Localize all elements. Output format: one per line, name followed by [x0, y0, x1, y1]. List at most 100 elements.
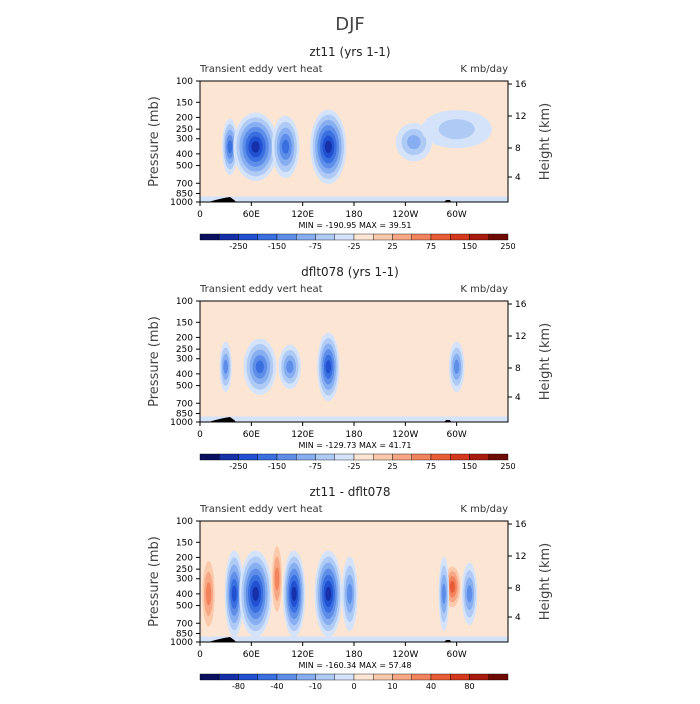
- colorbar-swatch: [238, 673, 258, 681]
- x-tick-label: 60E: [243, 430, 260, 440]
- colorbar-swatch: [488, 673, 509, 681]
- colorbar-label: -80: [232, 682, 245, 691]
- colorbar-swatch: [219, 233, 239, 241]
- colorbar-swatch: [276, 453, 297, 461]
- colorbar-swatch: [296, 453, 316, 461]
- colorbar-label: -250: [229, 462, 247, 471]
- colorbar-swatch: [430, 233, 451, 241]
- colorbar-label: -150: [268, 462, 286, 471]
- y-right-tick-label: 4: [515, 393, 521, 403]
- panel-1: zt11 (yrs 1-1) Transient eddy vert heat K …: [147, 45, 553, 251]
- colorbar-label: 40: [426, 682, 436, 691]
- colorbar-swatch: [315, 233, 335, 241]
- contour-cell: [281, 139, 290, 154]
- y-right-tick-label: 8: [515, 144, 521, 154]
- colorbar-swatch: [296, 673, 316, 681]
- x-tick-label: 180: [345, 210, 362, 220]
- contour-cell: [291, 586, 297, 601]
- y-tick-label: 400: [176, 150, 193, 160]
- y-tick-label: 700: [176, 399, 193, 409]
- colorbar-label: 150: [462, 242, 477, 251]
- subtitle-left: Transient eddy vert heat: [199, 504, 323, 515]
- colorbar-swatch: [238, 233, 258, 241]
- y-tick-label: 100: [176, 77, 193, 87]
- y-tick-label: 100: [176, 517, 193, 527]
- contour-cell: [438, 119, 475, 140]
- y-axis-label: Pressure (mb): [147, 316, 162, 407]
- y-axis-label: Pressure (mb): [147, 536, 162, 627]
- y-tick-label: 500: [176, 602, 193, 612]
- colorbar-swatch: [392, 453, 412, 461]
- surface-band: [200, 636, 508, 642]
- contour-cell: [227, 140, 233, 154]
- x-tick-label: 180: [345, 650, 362, 660]
- colorbar-label: -40: [270, 682, 283, 691]
- y-tick-label: 150: [176, 98, 193, 108]
- y-right-tick-label: 4: [515, 173, 521, 183]
- contour-cell: [466, 585, 473, 603]
- x-tick-label: 120W: [392, 210, 418, 220]
- y-right-tick-label: 16: [515, 300, 527, 310]
- x-tick-label: 120E: [291, 210, 314, 220]
- y-tick-label: 1000: [170, 198, 193, 208]
- y-tick-label: 250: [176, 345, 193, 355]
- y-right-tick-label: 12: [515, 112, 526, 122]
- colorbar-swatch: [411, 673, 432, 681]
- y-tick-label: 300: [176, 135, 193, 145]
- colorbar-label: 75: [426, 462, 436, 471]
- colorbar-swatch: [373, 453, 393, 461]
- colorbar-swatch: [257, 673, 278, 681]
- colorbar-swatch: [430, 453, 451, 461]
- contour-cell: [325, 586, 332, 601]
- colorbar-swatch: [450, 453, 470, 461]
- colorbar-swatch: [334, 233, 355, 241]
- contour-cell: [449, 580, 456, 593]
- contour-cell: [441, 583, 446, 604]
- colorbar-label: 75: [426, 242, 436, 251]
- colorbar-swatch: [219, 673, 239, 681]
- colorbar-label: 25: [387, 462, 397, 471]
- colorbar-swatch: [469, 453, 489, 461]
- subtitle-left: Transient eddy vert heat: [199, 64, 323, 75]
- x-tick-label: 180: [345, 430, 362, 440]
- colorbar-swatch: [257, 233, 278, 241]
- colorbar-swatch: [488, 233, 509, 241]
- x-tick-label: 120E: [291, 650, 314, 660]
- x-tick-label: 0: [197, 650, 203, 660]
- colorbar-label: 25: [387, 242, 397, 251]
- panel-title: dflt078 (yrs 1-1): [301, 265, 399, 279]
- y-right-tick-label: 16: [515, 520, 527, 530]
- colorbar-swatch: [315, 673, 335, 681]
- y-axis-right-label: Height (km): [538, 543, 553, 620]
- y-right-tick-label: 16: [515, 80, 527, 90]
- colorbar-label: -75: [309, 242, 322, 251]
- y-axis-right-label: Height (km): [538, 103, 553, 180]
- topography-asia: [208, 637, 236, 642]
- colorbar-swatch: [430, 673, 451, 681]
- colorbar-label: 150: [462, 462, 477, 471]
- y-tick-label: 850: [176, 189, 193, 199]
- colorbar-label: -75: [309, 462, 322, 471]
- colorbar-swatch: [334, 453, 355, 461]
- contour-cell: [255, 360, 264, 374]
- colorbar-swatch: [353, 453, 374, 461]
- colorbar-swatch: [219, 453, 239, 461]
- contour-cell: [252, 586, 259, 601]
- colorbar-swatch: [411, 233, 432, 241]
- x-tick-label: 0: [197, 210, 203, 220]
- colorbar-label: -250: [229, 242, 247, 251]
- colorbar-swatch: [199, 233, 220, 241]
- colorbar-swatch: [469, 233, 489, 241]
- x-tick-label: 0: [197, 430, 203, 440]
- colorbar-swatch: [199, 453, 220, 461]
- contour-cell: [325, 360, 332, 374]
- y-right-tick-label: 12: [515, 552, 526, 562]
- y-tick-label: 850: [176, 629, 193, 639]
- panel-title: zt11 - dflt078: [309, 485, 390, 499]
- surface-band: [200, 416, 508, 422]
- contour-cell: [347, 583, 353, 604]
- colorbar-label: 80: [464, 682, 474, 691]
- colorbar-swatch: [373, 673, 393, 681]
- y-axis-label: Pressure (mb): [147, 96, 162, 187]
- colorbar-swatch: [392, 233, 412, 241]
